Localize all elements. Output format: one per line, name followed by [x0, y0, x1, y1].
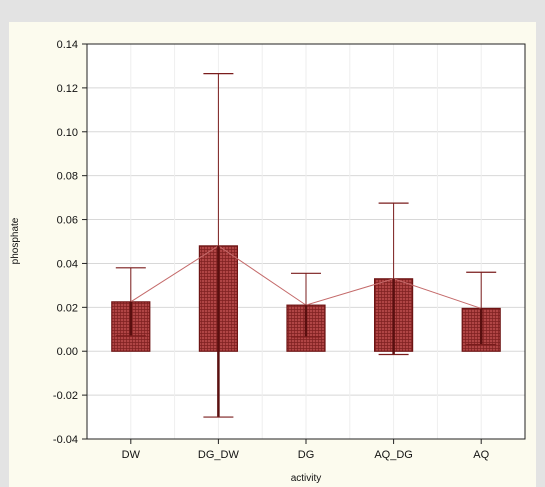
y-tick-label-7: 0.10	[57, 127, 78, 139]
y-axis-title: phosphate	[10, 217, 21, 264]
x-tick-label-DG_DW: DG_DW	[198, 449, 240, 461]
error-bar-DG_DW	[203, 73, 234, 418]
y-tick-label-6: 0.08	[57, 171, 78, 183]
y-tick-label-5: 0.06	[57, 215, 78, 227]
y-tick-label-1: -0.02	[53, 390, 78, 402]
error-bar-DG	[291, 272, 321, 338]
x-tick-label-DG: DG	[298, 449, 315, 461]
x-tick-label-AQ: AQ	[473, 449, 489, 461]
error-bar-DW	[115, 267, 146, 337]
x-tick-label-AQ_DG: AQ_DG	[374, 449, 413, 461]
y-tick-label-8: 0.12	[57, 83, 78, 95]
error-bar-AQ_DG	[378, 202, 409, 356]
y-tick-label-0: -0.04	[53, 434, 78, 446]
error-bar-AQ	[466, 271, 497, 346]
x-axis-title: activity	[291, 473, 322, 484]
axes: -0.04 -0.02 0.00 0.02 0.04 0.06 0.08 0.10 0.12 0.…	[53, 39, 526, 461]
error-bars	[115, 73, 497, 418]
y-tick-label-3: 0.02	[57, 302, 78, 314]
x-tick-label-DW: DW	[122, 449, 141, 461]
grid-lines	[87, 43, 525, 440]
y-tick-label-2: 0.00	[57, 346, 78, 358]
y-tick-label-9: 0.14	[57, 39, 78, 51]
y-tick-label-4: 0.04	[57, 258, 78, 270]
